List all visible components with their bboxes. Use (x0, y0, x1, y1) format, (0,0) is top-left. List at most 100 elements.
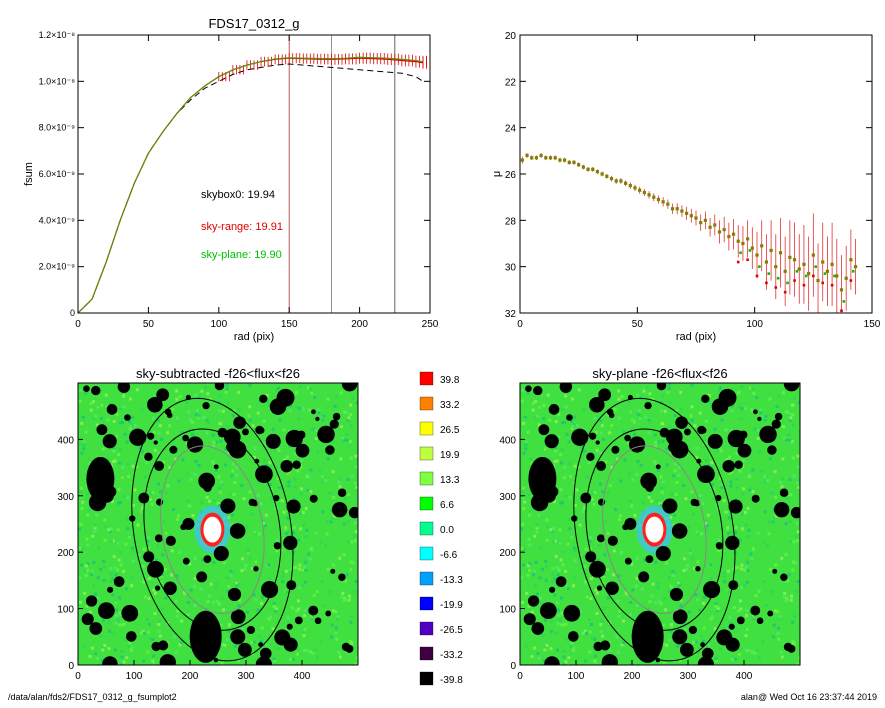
noise-pixel (776, 626, 780, 630)
noise-pixel (534, 560, 538, 564)
noise-pixel (340, 595, 344, 599)
noise-pixel (569, 645, 573, 649)
noise-pixel (331, 470, 335, 474)
noise-pixel (245, 610, 249, 614)
noise-pixel (595, 611, 599, 615)
noise-pixel (180, 619, 184, 623)
noise-pixel (727, 590, 731, 594)
noise-pixel (632, 420, 636, 424)
noise-pixel (292, 497, 296, 501)
masked-source (159, 654, 176, 665)
noise-pixel (193, 603, 197, 607)
noise-pixel (93, 530, 97, 534)
noise-pixel (665, 463, 669, 467)
noise-pixel (521, 496, 525, 500)
masked-source (580, 492, 592, 504)
noise-pixel (310, 427, 314, 431)
noise-pixel (548, 418, 552, 422)
masked-source (196, 571, 208, 583)
noise-pixel (522, 486, 526, 490)
masked-source (198, 472, 216, 490)
noise-pixel (698, 480, 702, 484)
noise-pixel (90, 646, 94, 650)
noise-pixel (760, 469, 764, 473)
noise-pixel (111, 539, 115, 543)
noise-pixel (136, 523, 140, 527)
noise-pixel (80, 421, 84, 425)
noise-pixel (347, 416, 351, 420)
mu-point-red (802, 283, 806, 287)
noise-pixel (628, 613, 632, 617)
noise-pixel (695, 446, 699, 450)
noise-pixel (746, 568, 750, 572)
masked-source (126, 631, 137, 642)
noise-pixel (177, 551, 181, 555)
noise-pixel (555, 566, 559, 570)
noise-pixel (298, 385, 302, 389)
noise-pixel (568, 527, 572, 531)
mu-point (591, 167, 595, 171)
noise-pixel (589, 536, 593, 540)
noise-pixel (647, 431, 651, 435)
noise-pixel (767, 532, 771, 536)
noise-pixel (236, 659, 240, 663)
noise-pixel (149, 637, 153, 641)
noise-pixel (535, 526, 539, 530)
noise-pixel (779, 650, 783, 654)
noise-pixel (655, 499, 659, 503)
masked-source (596, 534, 605, 543)
noise-pixel (287, 530, 291, 534)
fsum-ytick-label: 2.0×10⁻⁹ (39, 262, 76, 272)
noise-pixel (231, 571, 235, 575)
annotation-sky-range: sky-range: 19.91 (201, 221, 283, 233)
noise-pixel (227, 585, 231, 589)
noise-pixel (118, 448, 122, 452)
noise-pixel (302, 523, 306, 527)
noise-pixel (252, 593, 256, 597)
noise-pixel (332, 515, 336, 519)
noise-pixel (100, 403, 104, 407)
noise-pixel (263, 526, 267, 530)
noise-pixel (709, 563, 713, 567)
noise-pixel (150, 470, 154, 474)
noise-pixel (328, 491, 332, 495)
colorbar-swatch (419, 371, 434, 386)
noise-pixel (213, 662, 217, 665)
mu-xtick-label: 0 (517, 319, 523, 330)
noise-pixel (743, 568, 747, 572)
noise-pixel (272, 657, 276, 661)
noise-pixel (718, 447, 722, 451)
image-ytick-label: 0 (68, 661, 74, 672)
noise-pixel (785, 497, 789, 501)
noise-pixel (583, 565, 587, 569)
colorbar-label: -39.8 (440, 675, 463, 686)
noise-pixel (132, 548, 136, 552)
noise-pixel (80, 486, 84, 490)
noise-pixel (735, 452, 739, 456)
noise-pixel (221, 608, 225, 612)
noise-pixel (319, 540, 323, 544)
noise-pixel (696, 598, 700, 602)
noise-pixel (573, 503, 577, 507)
noise-pixel (146, 399, 150, 403)
noise-pixel (237, 407, 241, 411)
noise-pixel (770, 491, 774, 495)
noise-pixel (250, 640, 254, 644)
mu-point (567, 160, 571, 165)
masked-source (780, 573, 788, 581)
noise-pixel (752, 391, 756, 395)
noise-pixel (527, 537, 531, 541)
noise-pixel (156, 419, 160, 423)
noise-pixel (734, 531, 738, 535)
noise-pixel (797, 479, 800, 483)
noise-pixel (794, 561, 798, 565)
masked-source (129, 428, 147, 446)
noise-pixel (277, 449, 281, 453)
noise-pixel (122, 494, 126, 498)
noise-pixel (285, 532, 289, 536)
noise-pixel (258, 400, 262, 404)
noise-pixel (296, 469, 300, 473)
noise-pixel (793, 396, 797, 400)
noise-pixel (727, 455, 731, 459)
noise-pixel (92, 560, 96, 564)
